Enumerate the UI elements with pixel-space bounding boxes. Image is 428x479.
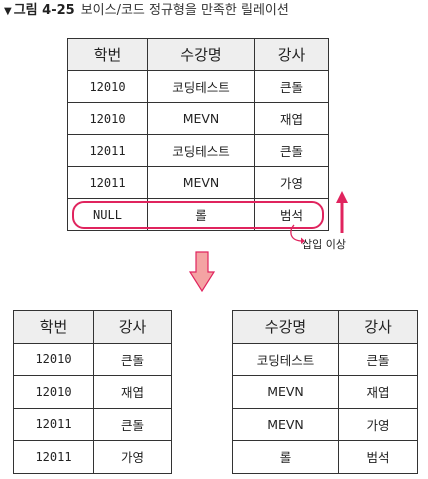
table-cell: 12011 xyxy=(67,134,148,167)
table-cell: 큰돌 xyxy=(254,70,329,103)
figure-number: 그림 4-25 xyxy=(13,3,75,18)
column-header: 강사 xyxy=(93,310,172,344)
table-cell: MEVN xyxy=(232,407,339,441)
table-row: 12010 큰돌 xyxy=(13,342,172,376)
table-cell: 큰돌 xyxy=(254,134,329,167)
column-header: 학번 xyxy=(67,38,148,71)
table-cell: 12011 xyxy=(13,440,94,474)
caption-marker: ▼ xyxy=(4,6,12,17)
table-cell: 롤 xyxy=(232,440,339,474)
table-row: 롤 범석 xyxy=(232,440,418,474)
table-cell: 재엽 xyxy=(338,375,418,409)
table-cell: 범석 xyxy=(338,440,418,474)
column-header: 학번 xyxy=(13,310,94,344)
table-cell: 가영 xyxy=(254,166,329,199)
insertion-anomaly-label: 삽입 이상 xyxy=(302,238,346,251)
table-row: 12011 가영 xyxy=(13,440,172,474)
table-row: MEVN 가영 xyxy=(232,407,418,441)
table-row: 12010 재엽 xyxy=(13,375,172,409)
table-cell: MEVN xyxy=(147,102,255,135)
column-header: 강사 xyxy=(338,310,418,344)
student-instructor-table: 학번 강사 12010 큰돌 12010 재엽 12011 큰돌 12011 가… xyxy=(13,310,172,474)
table-row: 12011 코딩테스트 큰돌 xyxy=(67,134,329,167)
figure-caption: ▼ 그림 4-25 보이스/코드 정규형을 만족한 릴레이션 xyxy=(4,2,289,21)
table-cell: 재엽 xyxy=(93,375,172,409)
table-cell: 코딩테스트 xyxy=(147,134,255,167)
table-cell: 가영 xyxy=(338,407,418,441)
column-header: 강사 xyxy=(254,38,329,71)
pointer-arrow-icon xyxy=(290,224,305,244)
table-cell: 12010 xyxy=(13,375,94,409)
table-cell: NULL xyxy=(67,198,148,231)
table-cell: MEVN xyxy=(147,166,255,199)
column-header: 수강명 xyxy=(232,310,339,344)
table-row: 12010 MEVN 재엽 xyxy=(67,102,329,135)
table-cell: 코딩테스트 xyxy=(147,70,255,103)
course-instructor-table: 수강명 강사 코딩테스트 큰돌 MEVN 재엽 MEVN 가영 롤 범석 xyxy=(232,310,418,474)
table-cell: 12011 xyxy=(67,166,148,199)
table-cell: 롤 xyxy=(147,198,255,231)
table-row: 12011 큰돌 xyxy=(13,407,172,441)
table-cell: 재엽 xyxy=(254,102,329,135)
figure-title: 보이스/코드 정규형을 만족한 릴레이션 xyxy=(80,3,289,18)
table-cell: 12010 xyxy=(67,102,148,135)
table-row: 12011 MEVN 가영 xyxy=(67,166,329,199)
table-header-row: 학번 수강명 강사 xyxy=(67,38,329,71)
table-cell: 범석 xyxy=(254,198,329,231)
table-header-row: 학번 강사 xyxy=(13,310,172,344)
table-cell: 12010 xyxy=(13,342,94,376)
table-cell: 큰돌 xyxy=(93,407,172,441)
table-cell: 큰돌 xyxy=(93,342,172,376)
table-cell: 큰돌 xyxy=(338,342,418,376)
table-cell: MEVN xyxy=(232,375,339,409)
table-row: MEVN 재엽 xyxy=(232,375,418,409)
up-arrow-icon xyxy=(336,191,348,233)
table-cell: 12010 xyxy=(67,70,148,103)
table-cell: 코딩테스트 xyxy=(232,342,339,376)
table-row: 12010 코딩테스트 큰돌 xyxy=(67,70,329,103)
table-cell: 가영 xyxy=(93,440,172,474)
table-header-row: 수강명 강사 xyxy=(232,310,418,344)
table-row: 코딩테스트 큰돌 xyxy=(232,342,418,376)
down-arrow-icon xyxy=(189,251,215,293)
main-relation-table: 학번 수강명 강사 12010 코딩테스트 큰돌 12010 MEVN 재엽 1… xyxy=(67,38,329,231)
table-row-null: NULL 롤 범석 xyxy=(67,198,329,231)
table-cell: 12011 xyxy=(13,407,94,441)
column-header: 수강명 xyxy=(147,38,255,71)
